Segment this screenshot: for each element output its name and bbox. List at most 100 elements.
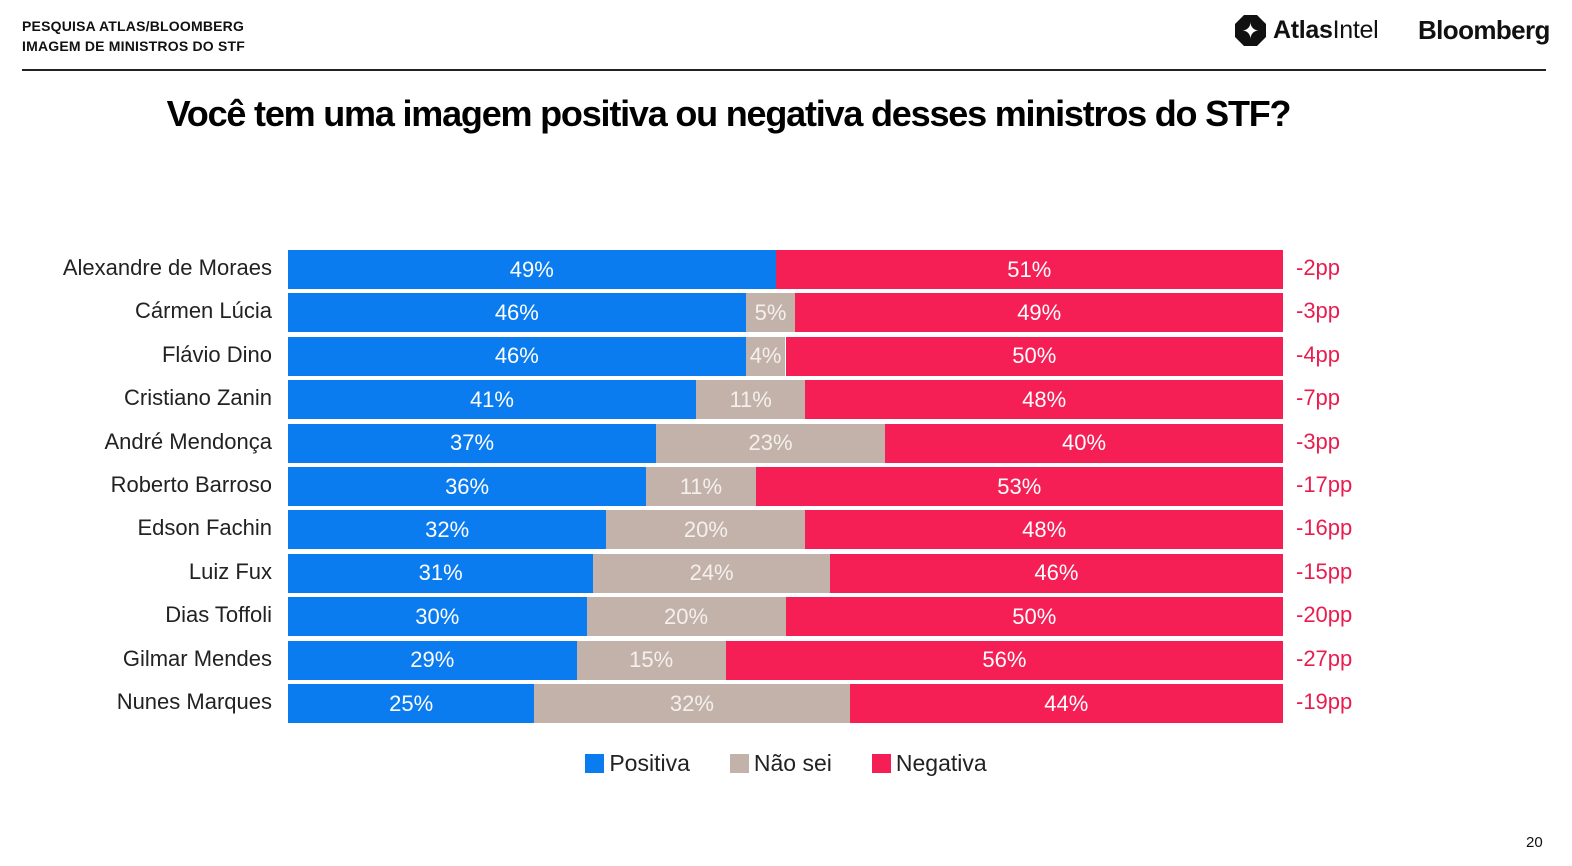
- negativa-segment: 48%: [805, 510, 1283, 550]
- negativa-segment: 44%: [849, 684, 1283, 723]
- chart-legend: Positiva Não sei Negativa: [0, 750, 1572, 777]
- nao-sei-segment: 11%: [695, 380, 806, 420]
- nao-sei-segment: 20%: [606, 510, 806, 550]
- data-label: 11%: [679, 473, 723, 499]
- data-label: 56%: [982, 647, 1027, 673]
- data-label: 50%: [1012, 343, 1057, 369]
- difference-label: -2pp: [1296, 255, 1341, 280]
- data-label: 53%: [997, 473, 1042, 499]
- negativa-segment: 53%: [755, 467, 1283, 506]
- positiva-segment: 30%: [288, 597, 587, 637]
- data-label: 24%: [689, 560, 734, 586]
- data-label: 48%: [1022, 386, 1067, 412]
- legend-label: Negativa: [895, 750, 987, 776]
- legend-nao-sei: Não sei: [729, 750, 832, 777]
- atlas-logo-text: Atlas: [1273, 16, 1333, 44]
- positiva-segment: 46%: [288, 336, 746, 376]
- legend-label: Positiva: [609, 750, 690, 776]
- row-label: Luiz Fux: [188, 558, 272, 584]
- chart-title: Você tem uma imagem positiva ou negativa…: [166, 93, 1292, 134]
- difference-label: -17pp: [1296, 472, 1353, 497]
- survey-title-line2: IMAGEM DE MINISTROS DO STF: [22, 38, 245, 54]
- data-label: 29%: [410, 647, 455, 673]
- data-label: 50%: [1012, 603, 1057, 629]
- negativa-segment: 56%: [725, 640, 1283, 680]
- legend-swatch: [871, 754, 891, 773]
- legend-label: Não sei: [753, 750, 832, 776]
- negativa-segment: 50%: [785, 597, 1283, 637]
- row-label: Gilmar Mendes: [122, 645, 272, 671]
- row-label: Cristiano Zanin: [124, 385, 272, 411]
- data-label: 49%: [1017, 299, 1062, 325]
- positiva-segment: 41%: [288, 380, 696, 420]
- negativa-segment: 51%: [775, 250, 1283, 289]
- data-label: 15%: [629, 647, 674, 673]
- data-label: 23%: [748, 430, 793, 456]
- data-label: 49%: [509, 256, 554, 282]
- difference-label: -20pp: [1296, 602, 1353, 628]
- difference-label: -16pp: [1296, 515, 1353, 541]
- data-label: 51%: [1007, 256, 1052, 282]
- legend-swatch: [585, 754, 605, 773]
- row-label: André Mendonça: [104, 428, 272, 454]
- row-label: Cármen Lúcia: [135, 298, 272, 324]
- nao-sei-segment: 24%: [593, 553, 830, 593]
- negativa-segment: 49%: [795, 293, 1283, 333]
- data-label: 32%: [425, 516, 470, 542]
- difference-label: -19pp: [1296, 689, 1353, 714]
- nao-sei-segment: 5%: [745, 293, 796, 333]
- legend-negativa: Negativa: [871, 750, 987, 777]
- data-label: 30%: [415, 603, 460, 629]
- data-label: 11%: [729, 386, 772, 412]
- header-divider: [22, 69, 1546, 71]
- row-label: Edson Fachin: [137, 515, 272, 541]
- row-label: Dias Toffoli: [165, 602, 272, 628]
- data-label: 44%: [1044, 690, 1089, 716]
- negativa-segment: 46%: [829, 553, 1283, 593]
- survey-header: PESQUISA ATLAS/BLOOMBERG IMAGEM DE MINIS…: [22, 16, 245, 56]
- difference-label: -3pp: [1296, 428, 1341, 454]
- nao-sei-segment: 23%: [656, 423, 885, 463]
- nao-sei-segment: 4%: [745, 336, 786, 376]
- data-label: 25%: [389, 690, 434, 716]
- negativa-segment: 50%: [785, 336, 1283, 376]
- page-number: 20: [1526, 834, 1543, 851]
- data-label: 46%: [494, 343, 539, 369]
- nao-sei-segment: 32%: [534, 684, 850, 723]
- difference-label: -7pp: [1296, 385, 1341, 411]
- row-label: Roberto Barroso: [110, 472, 272, 497]
- atlas-octagon-icon: [1235, 15, 1266, 46]
- nao-sei-segment: 20%: [586, 597, 786, 637]
- row-label: Flávio Dino: [161, 341, 272, 367]
- data-label: 5%: [754, 299, 787, 325]
- intel-logo-text: Intel: [1332, 16, 1379, 44]
- nao-sei-segment: 15%: [576, 640, 726, 680]
- data-label: 40%: [1061, 430, 1107, 456]
- survey-title-line1: PESQUISA ATLAS/BLOOMBERG: [22, 18, 245, 34]
- positiva-segment: 37%: [288, 423, 657, 463]
- positiva-segment: 46%: [288, 293, 746, 333]
- atlasintel-logo: AtlasIntel: [1234, 14, 1379, 47]
- legend-positiva: Positiva: [585, 750, 690, 777]
- data-label: 41%: [469, 386, 514, 412]
- difference-label: -15pp: [1296, 558, 1353, 584]
- bloomberg-logo: Bloomberg: [1418, 15, 1550, 45]
- data-label: 20%: [663, 603, 709, 629]
- negativa-segment: 48%: [805, 380, 1283, 420]
- difference-label: -27pp: [1296, 645, 1353, 671]
- data-label: 32%: [669, 690, 714, 716]
- positiva-segment: 31%: [288, 553, 594, 593]
- positiva-segment: 25%: [288, 684, 535, 723]
- row-label: Alexandre de Moraes: [62, 255, 272, 280]
- positiva-segment: 49%: [288, 250, 776, 289]
- data-label: 20%: [683, 516, 728, 542]
- legend-swatch: [729, 754, 749, 773]
- data-label: 37%: [450, 430, 495, 456]
- data-label: 4%: [749, 343, 782, 369]
- data-label: 36%: [445, 473, 490, 499]
- nao-sei-segment: 11%: [646, 467, 756, 506]
- positiva-segment: 29%: [288, 640, 577, 680]
- data-label: 46%: [494, 299, 539, 325]
- data-label: 46%: [1034, 560, 1079, 586]
- row-label: Nunes Marques: [116, 689, 272, 714]
